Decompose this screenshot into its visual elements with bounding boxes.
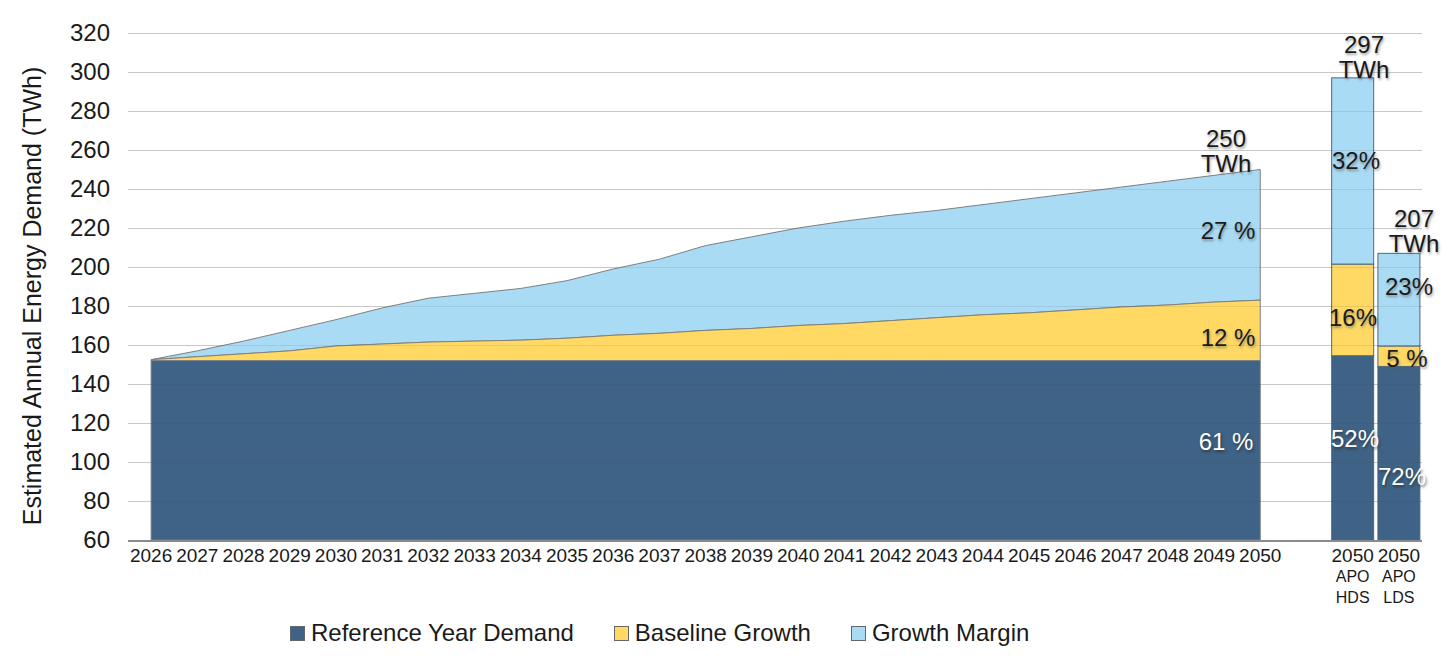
lds-reference-pct-label: 72% [1378, 464, 1426, 489]
y-tick-120: 120 [46, 410, 110, 436]
x-tick-2029: 2029 [269, 545, 311, 566]
y-tick-160: 160 [46, 332, 110, 358]
x-tick-2046: 2046 [1054, 545, 1096, 566]
area-total-value: 250 [1201, 126, 1252, 151]
x-tick-line: APO [1378, 566, 1420, 587]
x-tick-2049: 2049 [1193, 545, 1235, 566]
hds-total-value: 297 [1339, 32, 1390, 57]
area-reference-pct-label: 61 % [1199, 429, 1254, 454]
y-tick-300: 300 [46, 59, 110, 85]
x-tick-2034: 2034 [500, 545, 542, 566]
y-tick-140: 140 [46, 371, 110, 397]
x-tick-2047: 2047 [1100, 545, 1142, 566]
hds-margin-pct-label: 32% [1332, 148, 1380, 173]
x-tick-2043: 2043 [916, 545, 958, 566]
x-tick-line: APO [1332, 566, 1374, 587]
y-tick-60: 60 [46, 527, 110, 553]
hds-reference-pct-label: 52% [1331, 426, 1379, 451]
legend-swatch-icon [851, 626, 866, 641]
hds-total-label: 297 TWh [1339, 32, 1390, 82]
x-tick-line: 2050 [1332, 545, 1374, 566]
y-tick-200: 200 [46, 254, 110, 280]
y-tick-320: 320 [46, 20, 110, 46]
x-tick-2032: 2032 [407, 545, 449, 566]
y-tick-80: 80 [46, 488, 110, 514]
legend-swatch-icon [614, 626, 629, 641]
x-tick-line: LDS [1378, 587, 1420, 608]
x-tick-line: 2050 [1378, 545, 1420, 566]
x-tick-2026: 2026 [130, 545, 172, 566]
area-total-unit: TWh [1201, 151, 1252, 176]
x-tick-2038: 2038 [685, 545, 727, 566]
y-tick-220: 220 [46, 215, 110, 241]
x-tick-2045: 2045 [1008, 545, 1050, 566]
y-tick-100: 100 [46, 449, 110, 475]
legend-item: Growth Margin [851, 619, 1029, 647]
y-tick-280: 280 [46, 98, 110, 124]
bar-lds-segment-0 [1378, 366, 1420, 540]
lds-total-label: 207 TWh [1389, 206, 1440, 256]
x-tick-2050-apo-hds: 2050APOHDS [1332, 545, 1374, 608]
x-tick-2048: 2048 [1147, 545, 1189, 566]
x-tick-line: HDS [1332, 587, 1374, 608]
x-tick-2037: 2037 [638, 545, 680, 566]
x-tick-2039: 2039 [731, 545, 773, 566]
legend: Reference Year Demand Baseline Growth Grow… [290, 619, 1029, 647]
x-tick-2030: 2030 [315, 545, 357, 566]
lds-baseline-pct-label: 5 % [1386, 346, 1427, 371]
area-margin-pct-label: 27 % [1201, 218, 1256, 243]
x-tick-2033: 2033 [453, 545, 495, 566]
lds-total-unit: TWh [1389, 231, 1440, 256]
y-tick-240: 240 [46, 176, 110, 202]
x-tick-2042: 2042 [869, 545, 911, 566]
lds-total-value: 207 [1389, 206, 1440, 231]
energy-demand-chart: Estimated Annual Energy Demand (TWh) 320… [0, 0, 1446, 658]
legend-item: Baseline Growth [614, 619, 811, 647]
y-tick-260: 260 [46, 137, 110, 163]
x-tick-2028: 2028 [222, 545, 264, 566]
legend-swatch-icon [290, 626, 305, 641]
area-total-label: 250 TWh [1201, 126, 1252, 176]
x-tick-2035: 2035 [546, 545, 588, 566]
legend-item: Reference Year Demand [290, 619, 574, 647]
x-tick-2036: 2036 [592, 545, 634, 566]
x-tick-2031: 2031 [361, 545, 403, 566]
x-tick-2040: 2040 [777, 545, 819, 566]
x-tick-2027: 2027 [176, 545, 218, 566]
x-tick-2050: 2050 [1239, 545, 1281, 566]
hds-baseline-pct-label: 16% [1329, 305, 1377, 330]
y-axis-title: Estimated Annual Energy Demand (TWh) [18, 46, 48, 546]
hds-total-unit: TWh [1339, 57, 1390, 82]
x-tick-2050-apo-lds: 2050APOLDS [1378, 545, 1420, 608]
area-reference-year-demand [151, 361, 1260, 540]
legend-label: Baseline Growth [635, 619, 811, 647]
legend-label: Reference Year Demand [311, 619, 574, 647]
area-baseline-pct-label: 12 % [1201, 325, 1256, 350]
x-tick-2044: 2044 [962, 545, 1004, 566]
x-tick-2041: 2041 [823, 545, 865, 566]
legend-label: Growth Margin [872, 619, 1029, 647]
y-tick-180: 180 [46, 293, 110, 319]
lds-margin-pct-label: 23% [1385, 274, 1433, 299]
